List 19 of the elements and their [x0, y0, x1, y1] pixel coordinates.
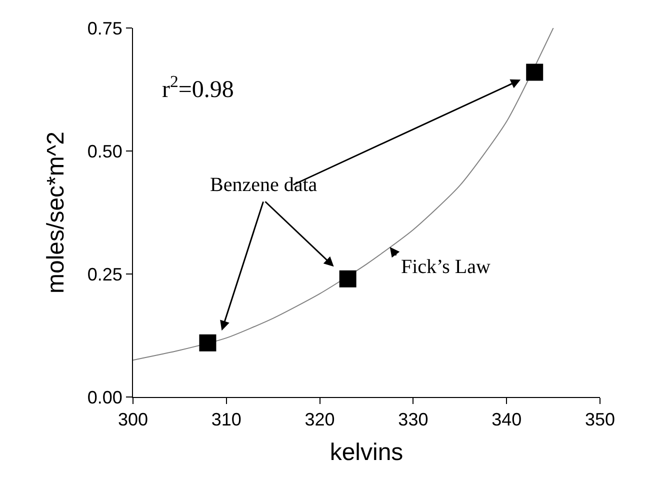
x-axis-title: kelvins	[330, 438, 404, 466]
point	[199, 334, 216, 352]
y-tick-label: 0.75	[87, 18, 122, 38]
y-tick-label: 0.00	[87, 387, 122, 408]
line-series	[133, 28, 554, 361]
x-tick-label: 310	[211, 410, 242, 430]
x-tick-label: 320	[304, 410, 335, 430]
annotation: r$^{2}$=0.98	[162, 72, 234, 104]
annotation: Benzene data	[210, 174, 318, 196]
x-tick-label: 340	[492, 410, 522, 430]
x-tick-label: 350	[584, 410, 616, 430]
y-axis-title: moles/sec*m^2	[42, 132, 70, 294]
annotation: Fick’s Law	[401, 256, 491, 278]
x-tick-label: 330	[398, 410, 428, 430]
point	[339, 270, 356, 288]
y-tick-label: 0.50	[87, 141, 122, 162]
y-tick-label: 0.25	[87, 264, 122, 284]
x-tick-label: 300	[118, 410, 148, 430]
point	[526, 64, 544, 81]
